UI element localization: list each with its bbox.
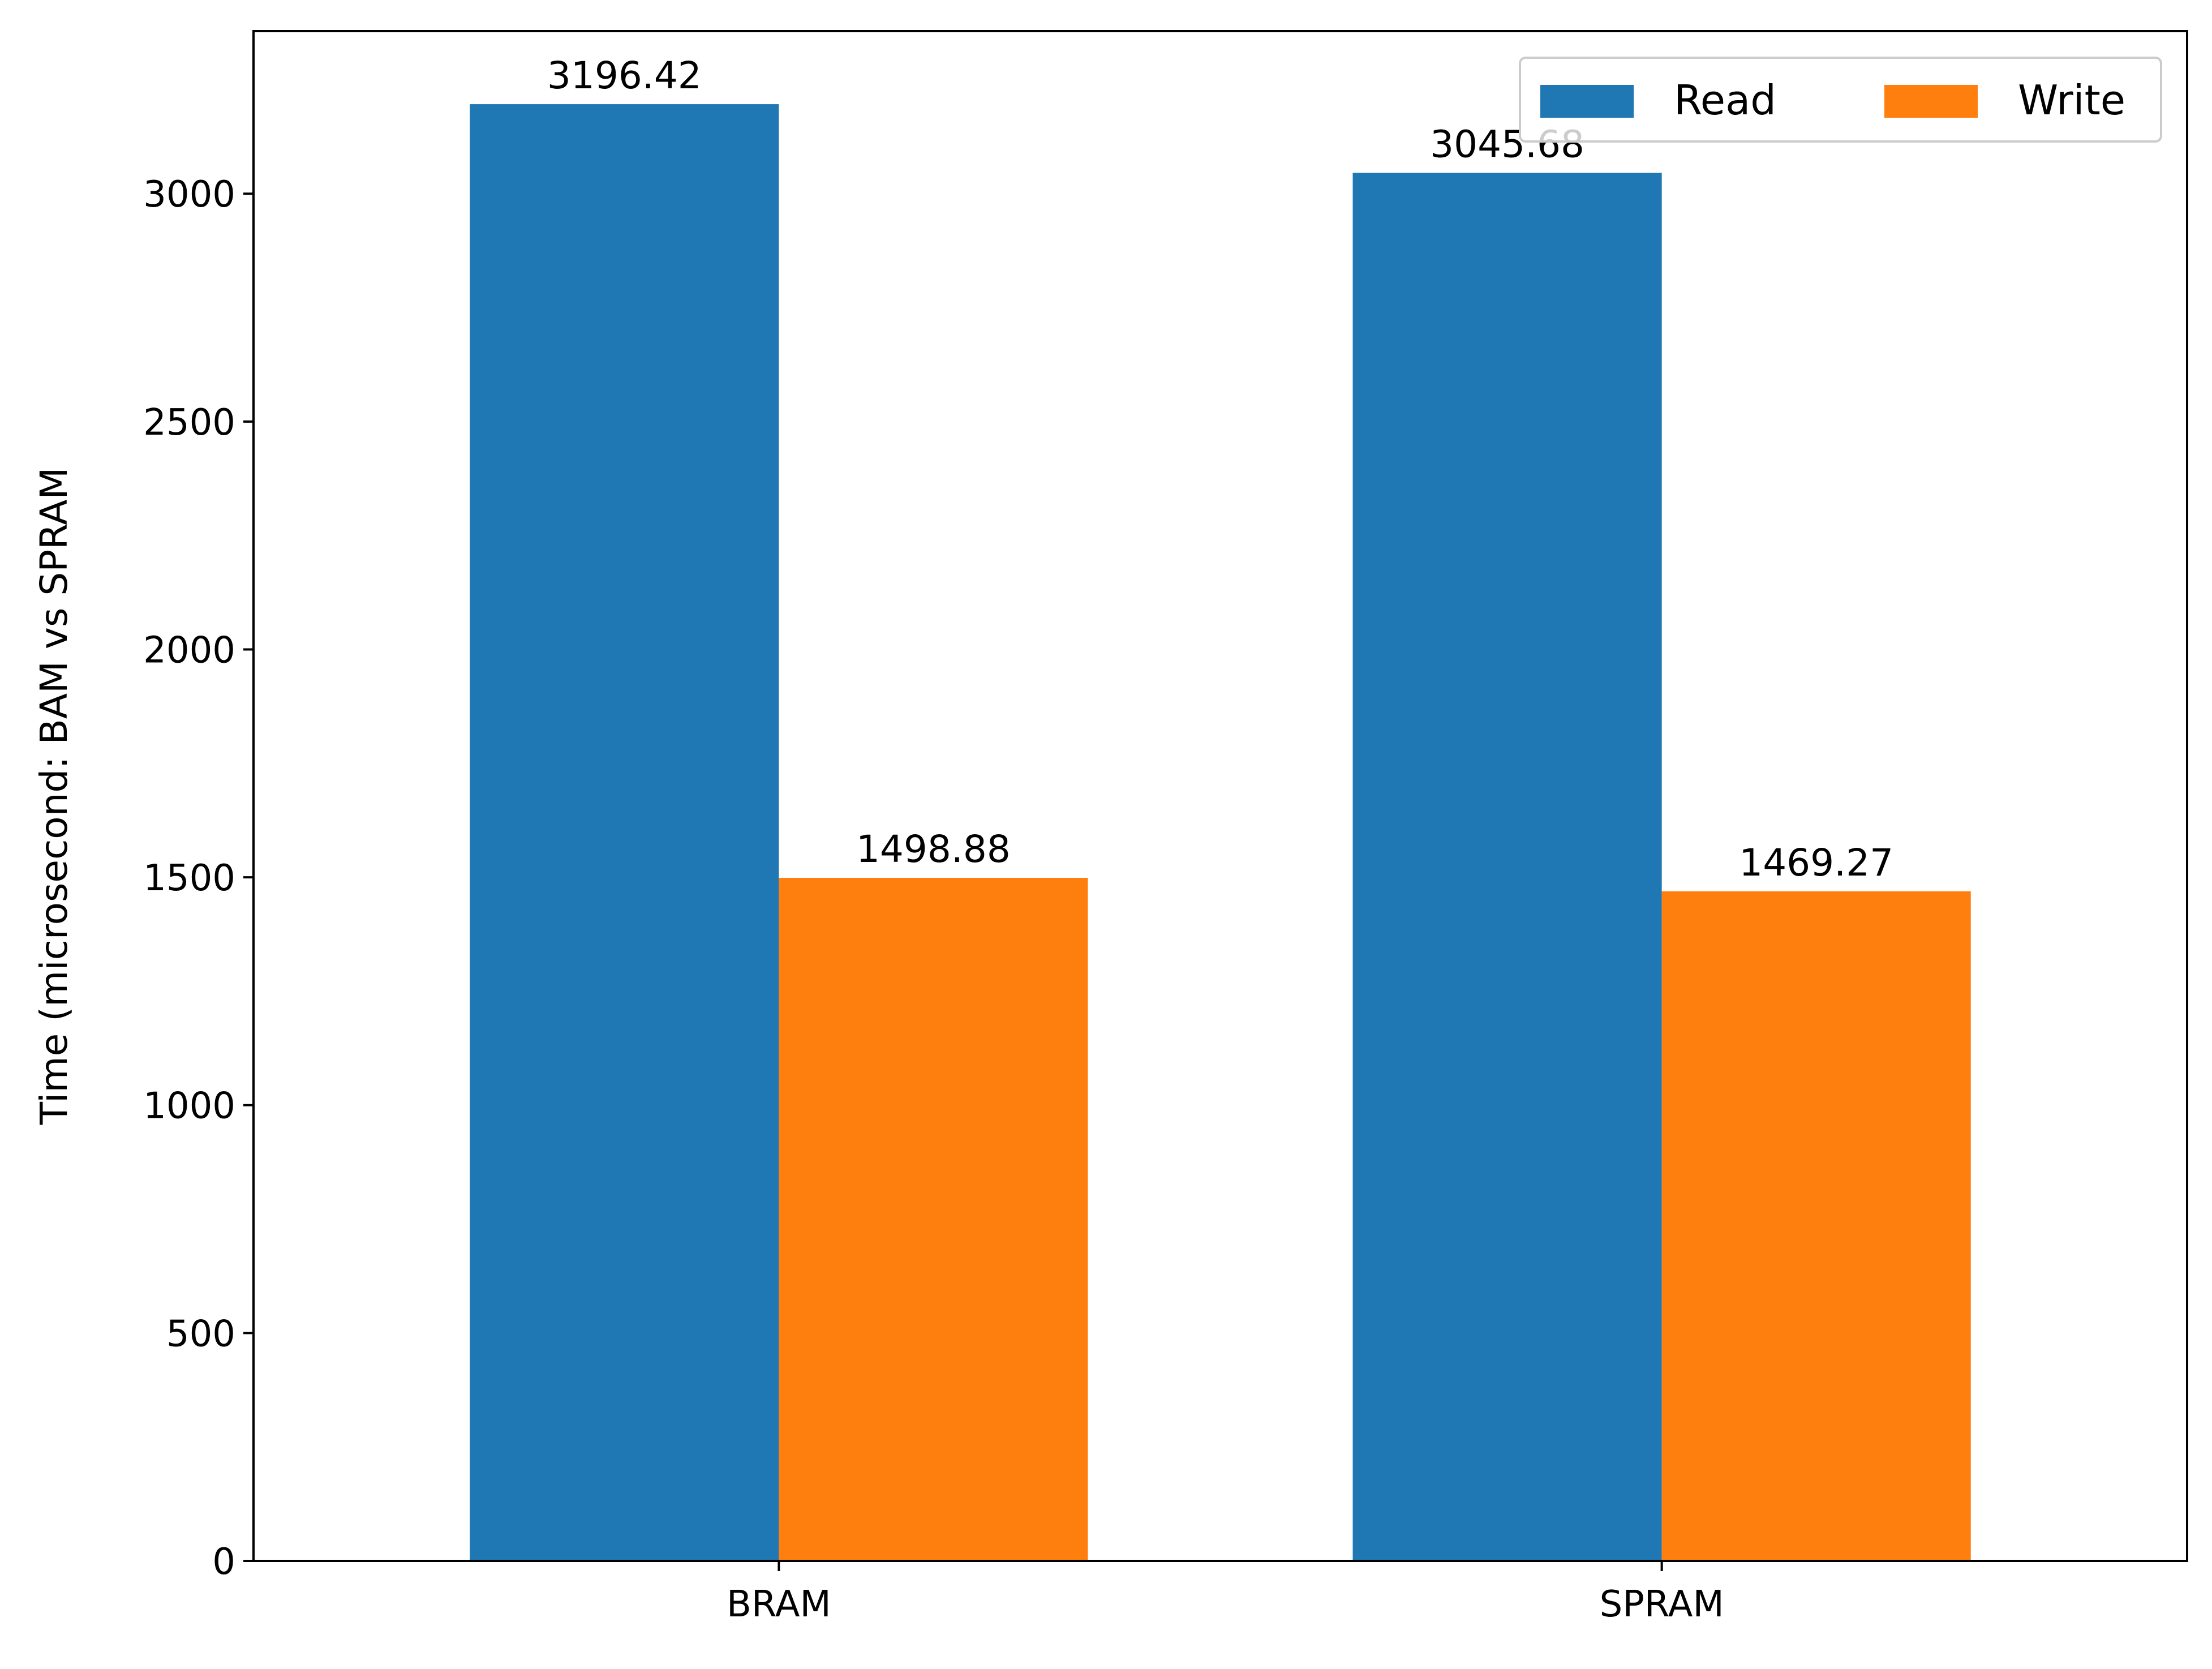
y-tick-label: 500 bbox=[166, 1313, 235, 1355]
y-tick-label: 1000 bbox=[143, 1086, 235, 1127]
y-tick-label: 2000 bbox=[143, 629, 235, 671]
bar-read-bram bbox=[470, 104, 779, 1561]
data-label-write-spram: 1469.27 bbox=[1739, 841, 1893, 885]
y-axis-label: Time (microsecond: BAM vs SPRAM bbox=[32, 467, 76, 1126]
bar-read-spram bbox=[1352, 173, 1662, 1561]
legend-box bbox=[1519, 57, 2162, 143]
y-tick-label: 1500 bbox=[143, 857, 235, 899]
y-axis: 0 500 1000 1500 2000 2500 3000 bbox=[143, 174, 254, 1583]
bars-layer bbox=[470, 104, 1971, 1561]
y-tick-label: 0 bbox=[212, 1541, 235, 1583]
y-tick-label: 2500 bbox=[143, 402, 235, 444]
x-tick-label: SPRAM bbox=[1600, 1584, 1724, 1625]
x-axis: BRAM SPRAM bbox=[727, 1561, 1724, 1625]
legend-swatch-read bbox=[1540, 85, 1634, 118]
plot-frame bbox=[252, 30, 2188, 1562]
bar-write-spram bbox=[1661, 891, 1971, 1561]
data-label-write-bram: 1498.88 bbox=[856, 827, 1011, 871]
y-tick-label: 3000 bbox=[143, 174, 235, 216]
legend-label-read: Read bbox=[1674, 76, 1776, 124]
data-label-read-bram: 3196.42 bbox=[547, 54, 702, 97]
legend-swatch-write bbox=[1884, 85, 1978, 118]
legend: Read Write bbox=[1519, 57, 2162, 143]
bar-write-bram bbox=[779, 878, 1088, 1561]
x-tick-label: BRAM bbox=[727, 1584, 831, 1625]
legend-label-write: Write bbox=[2018, 76, 2125, 124]
